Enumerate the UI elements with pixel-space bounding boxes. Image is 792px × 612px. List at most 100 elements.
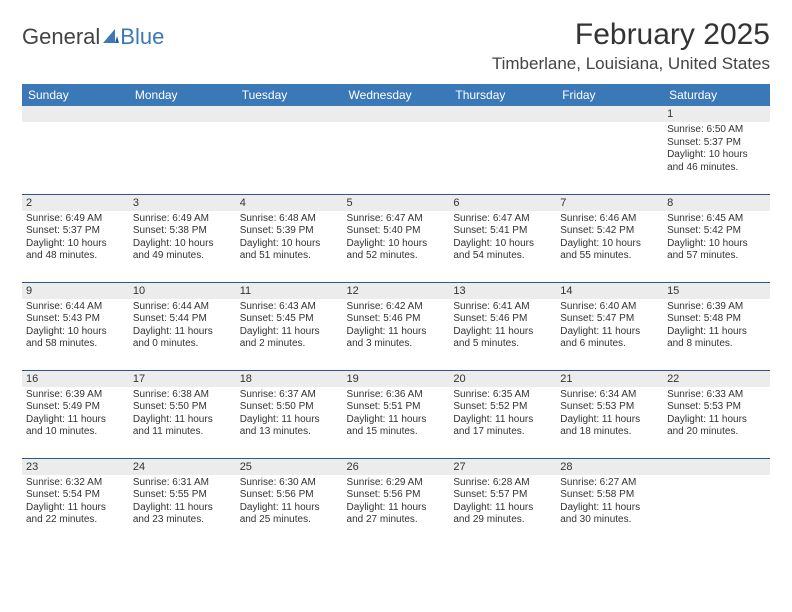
sunrise-text: Sunrise: 6:27 AM [560, 477, 659, 490]
daylight-text: Daylight: 10 hours and 57 minutes. [667, 238, 766, 263]
calendar-header: Sunday Monday Tuesday Wednesday Thursday… [22, 84, 770, 106]
calendar-day-cell: 16Sunrise: 6:39 AMSunset: 5:49 PMDayligh… [22, 370, 129, 458]
day-details [236, 122, 343, 128]
calendar-day-cell: 1Sunrise: 6:50 AMSunset: 5:37 PMDaylight… [663, 106, 770, 194]
day-details: Sunrise: 6:32 AMSunset: 5:54 PMDaylight:… [22, 475, 129, 531]
sunset-text: Sunset: 5:45 PM [240, 313, 339, 326]
calendar-day-cell: 5Sunrise: 6:47 AMSunset: 5:40 PMDaylight… [343, 194, 450, 282]
sunrise-text: Sunrise: 6:47 AM [347, 213, 446, 226]
day-number [343, 106, 450, 122]
location-text: Timberlane, Louisiana, United States [492, 54, 770, 74]
calendar-day-cell [129, 106, 236, 194]
calendar-day-cell: 27Sunrise: 6:28 AMSunset: 5:57 PMDayligh… [449, 458, 556, 546]
calendar-day-cell: 7Sunrise: 6:46 AMSunset: 5:42 PMDaylight… [556, 194, 663, 282]
calendar-day-cell [663, 458, 770, 546]
day-number: 19 [343, 371, 450, 387]
day-details: Sunrise: 6:45 AMSunset: 5:42 PMDaylight:… [663, 211, 770, 267]
sunset-text: Sunset: 5:49 PM [26, 401, 125, 414]
sunset-text: Sunset: 5:47 PM [560, 313, 659, 326]
calendar-week-row: 23Sunrise: 6:32 AMSunset: 5:54 PMDayligh… [22, 458, 770, 546]
sunrise-text: Sunrise: 6:29 AM [347, 477, 446, 490]
calendar-day-cell: 17Sunrise: 6:38 AMSunset: 5:50 PMDayligh… [129, 370, 236, 458]
sunset-text: Sunset: 5:54 PM [26, 489, 125, 502]
sunset-text: Sunset: 5:48 PM [667, 313, 766, 326]
calendar-day-cell: 3Sunrise: 6:49 AMSunset: 5:38 PMDaylight… [129, 194, 236, 282]
sunrise-text: Sunrise: 6:31 AM [133, 477, 232, 490]
brand-part1: General [22, 24, 100, 50]
sunrise-text: Sunrise: 6:35 AM [453, 389, 552, 402]
day-number: 23 [22, 459, 129, 475]
calendar-day-cell: 19Sunrise: 6:36 AMSunset: 5:51 PMDayligh… [343, 370, 450, 458]
daylight-text: Daylight: 10 hours and 48 minutes. [26, 238, 125, 263]
day-number: 27 [449, 459, 556, 475]
sunset-text: Sunset: 5:40 PM [347, 225, 446, 238]
calendar-day-cell: 4Sunrise: 6:48 AMSunset: 5:39 PMDaylight… [236, 194, 343, 282]
calendar-day-cell: 26Sunrise: 6:29 AMSunset: 5:56 PMDayligh… [343, 458, 450, 546]
sunrise-text: Sunrise: 6:49 AM [26, 213, 125, 226]
day-number: 4 [236, 195, 343, 211]
day-number: 6 [449, 195, 556, 211]
sunset-text: Sunset: 5:51 PM [347, 401, 446, 414]
calendar-day-cell: 10Sunrise: 6:44 AMSunset: 5:44 PMDayligh… [129, 282, 236, 370]
sunrise-text: Sunrise: 6:47 AM [453, 213, 552, 226]
sunset-text: Sunset: 5:53 PM [560, 401, 659, 414]
day-number [236, 106, 343, 122]
day-details: Sunrise: 6:44 AMSunset: 5:44 PMDaylight:… [129, 299, 236, 355]
calendar-day-cell: 28Sunrise: 6:27 AMSunset: 5:58 PMDayligh… [556, 458, 663, 546]
daylight-text: Daylight: 11 hours and 5 minutes. [453, 326, 552, 351]
sunrise-text: Sunrise: 6:44 AM [133, 301, 232, 314]
day-details [449, 122, 556, 128]
daylight-text: Daylight: 11 hours and 17 minutes. [453, 414, 552, 439]
day-details: Sunrise: 6:49 AMSunset: 5:38 PMDaylight:… [129, 211, 236, 267]
calendar-week-row: 1Sunrise: 6:50 AMSunset: 5:37 PMDaylight… [22, 106, 770, 194]
daylight-text: Daylight: 10 hours and 52 minutes. [347, 238, 446, 263]
day-number: 16 [22, 371, 129, 387]
weekday-header: Monday [129, 84, 236, 106]
sunset-text: Sunset: 5:55 PM [133, 489, 232, 502]
sunset-text: Sunset: 5:39 PM [240, 225, 339, 238]
calendar-body: 1Sunrise: 6:50 AMSunset: 5:37 PMDaylight… [22, 106, 770, 546]
day-number [129, 106, 236, 122]
sunset-text: Sunset: 5:56 PM [347, 489, 446, 502]
daylight-text: Daylight: 10 hours and 55 minutes. [560, 238, 659, 263]
title-block: February 2025 Timberlane, Louisiana, Uni… [492, 18, 770, 74]
sunrise-text: Sunrise: 6:50 AM [667, 124, 766, 137]
daylight-text: Daylight: 10 hours and 46 minutes. [667, 149, 766, 174]
day-details: Sunrise: 6:50 AMSunset: 5:37 PMDaylight:… [663, 122, 770, 178]
day-number [663, 459, 770, 475]
day-number: 7 [556, 195, 663, 211]
weekday-header: Thursday [449, 84, 556, 106]
sunrise-text: Sunrise: 6:36 AM [347, 389, 446, 402]
day-number: 14 [556, 283, 663, 299]
brand-logo: General Blue [22, 24, 164, 50]
day-details: Sunrise: 6:41 AMSunset: 5:46 PMDaylight:… [449, 299, 556, 355]
calendar-day-cell: 18Sunrise: 6:37 AMSunset: 5:50 PMDayligh… [236, 370, 343, 458]
sunset-text: Sunset: 5:56 PM [240, 489, 339, 502]
sunset-text: Sunset: 5:46 PM [453, 313, 552, 326]
calendar-day-cell: 21Sunrise: 6:34 AMSunset: 5:53 PMDayligh… [556, 370, 663, 458]
day-details: Sunrise: 6:28 AMSunset: 5:57 PMDaylight:… [449, 475, 556, 531]
calendar-day-cell: 14Sunrise: 6:40 AMSunset: 5:47 PMDayligh… [556, 282, 663, 370]
day-number: 17 [129, 371, 236, 387]
calendar-day-cell: 11Sunrise: 6:43 AMSunset: 5:45 PMDayligh… [236, 282, 343, 370]
calendar-day-cell: 12Sunrise: 6:42 AMSunset: 5:46 PMDayligh… [343, 282, 450, 370]
sunrise-text: Sunrise: 6:37 AM [240, 389, 339, 402]
sunset-text: Sunset: 5:38 PM [133, 225, 232, 238]
day-number: 11 [236, 283, 343, 299]
daylight-text: Daylight: 11 hours and 13 minutes. [240, 414, 339, 439]
sunset-text: Sunset: 5:58 PM [560, 489, 659, 502]
sunrise-text: Sunrise: 6:41 AM [453, 301, 552, 314]
day-details: Sunrise: 6:34 AMSunset: 5:53 PMDaylight:… [556, 387, 663, 443]
day-details: Sunrise: 6:39 AMSunset: 5:49 PMDaylight:… [22, 387, 129, 443]
day-details: Sunrise: 6:46 AMSunset: 5:42 PMDaylight:… [556, 211, 663, 267]
day-details: Sunrise: 6:44 AMSunset: 5:43 PMDaylight:… [22, 299, 129, 355]
day-details [22, 122, 129, 128]
day-details: Sunrise: 6:40 AMSunset: 5:47 PMDaylight:… [556, 299, 663, 355]
calendar-day-cell [449, 106, 556, 194]
sunrise-text: Sunrise: 6:38 AM [133, 389, 232, 402]
daylight-text: Daylight: 11 hours and 27 minutes. [347, 502, 446, 527]
sunset-text: Sunset: 5:44 PM [133, 313, 232, 326]
sunset-text: Sunset: 5:43 PM [26, 313, 125, 326]
daylight-text: Daylight: 10 hours and 51 minutes. [240, 238, 339, 263]
calendar-week-row: 16Sunrise: 6:39 AMSunset: 5:49 PMDayligh… [22, 370, 770, 458]
